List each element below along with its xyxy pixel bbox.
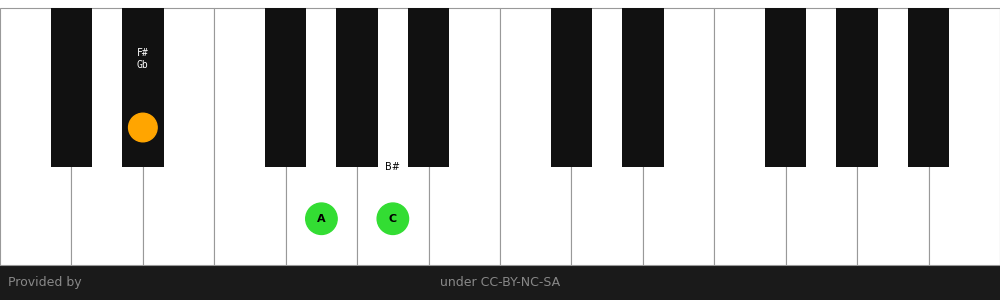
Circle shape <box>306 203 337 235</box>
Bar <box>71 8 143 265</box>
Bar <box>408 8 449 167</box>
Text: C: C <box>389 214 397 224</box>
Bar <box>643 8 714 265</box>
Bar <box>929 8 1000 265</box>
Bar <box>0 265 1000 300</box>
Bar <box>836 8 878 167</box>
Bar <box>286 8 357 265</box>
Bar <box>122 8 164 167</box>
Bar <box>786 8 857 265</box>
Bar <box>265 8 306 167</box>
Text: under CC-BY-NC-SA: under CC-BY-NC-SA <box>440 276 560 289</box>
Bar <box>908 8 949 167</box>
Bar <box>429 8 500 265</box>
Bar <box>51 8 92 167</box>
Bar <box>714 8 786 265</box>
Bar <box>500 8 571 265</box>
Text: Gb: Gb <box>137 61 149 70</box>
Bar <box>357 8 429 265</box>
Text: A: A <box>317 214 326 224</box>
Circle shape <box>129 113 157 142</box>
Bar <box>214 8 286 265</box>
Bar <box>336 8 378 167</box>
Text: F#: F# <box>137 48 149 58</box>
Bar <box>143 8 214 265</box>
Bar <box>765 8 806 167</box>
Text: B#: B# <box>385 162 400 172</box>
Bar <box>551 8 592 167</box>
Circle shape <box>377 203 409 235</box>
Text: Provided by: Provided by <box>8 276 82 289</box>
Bar <box>857 8 929 265</box>
Bar <box>622 8 664 167</box>
Bar <box>0 8 71 265</box>
Bar <box>571 8 643 265</box>
